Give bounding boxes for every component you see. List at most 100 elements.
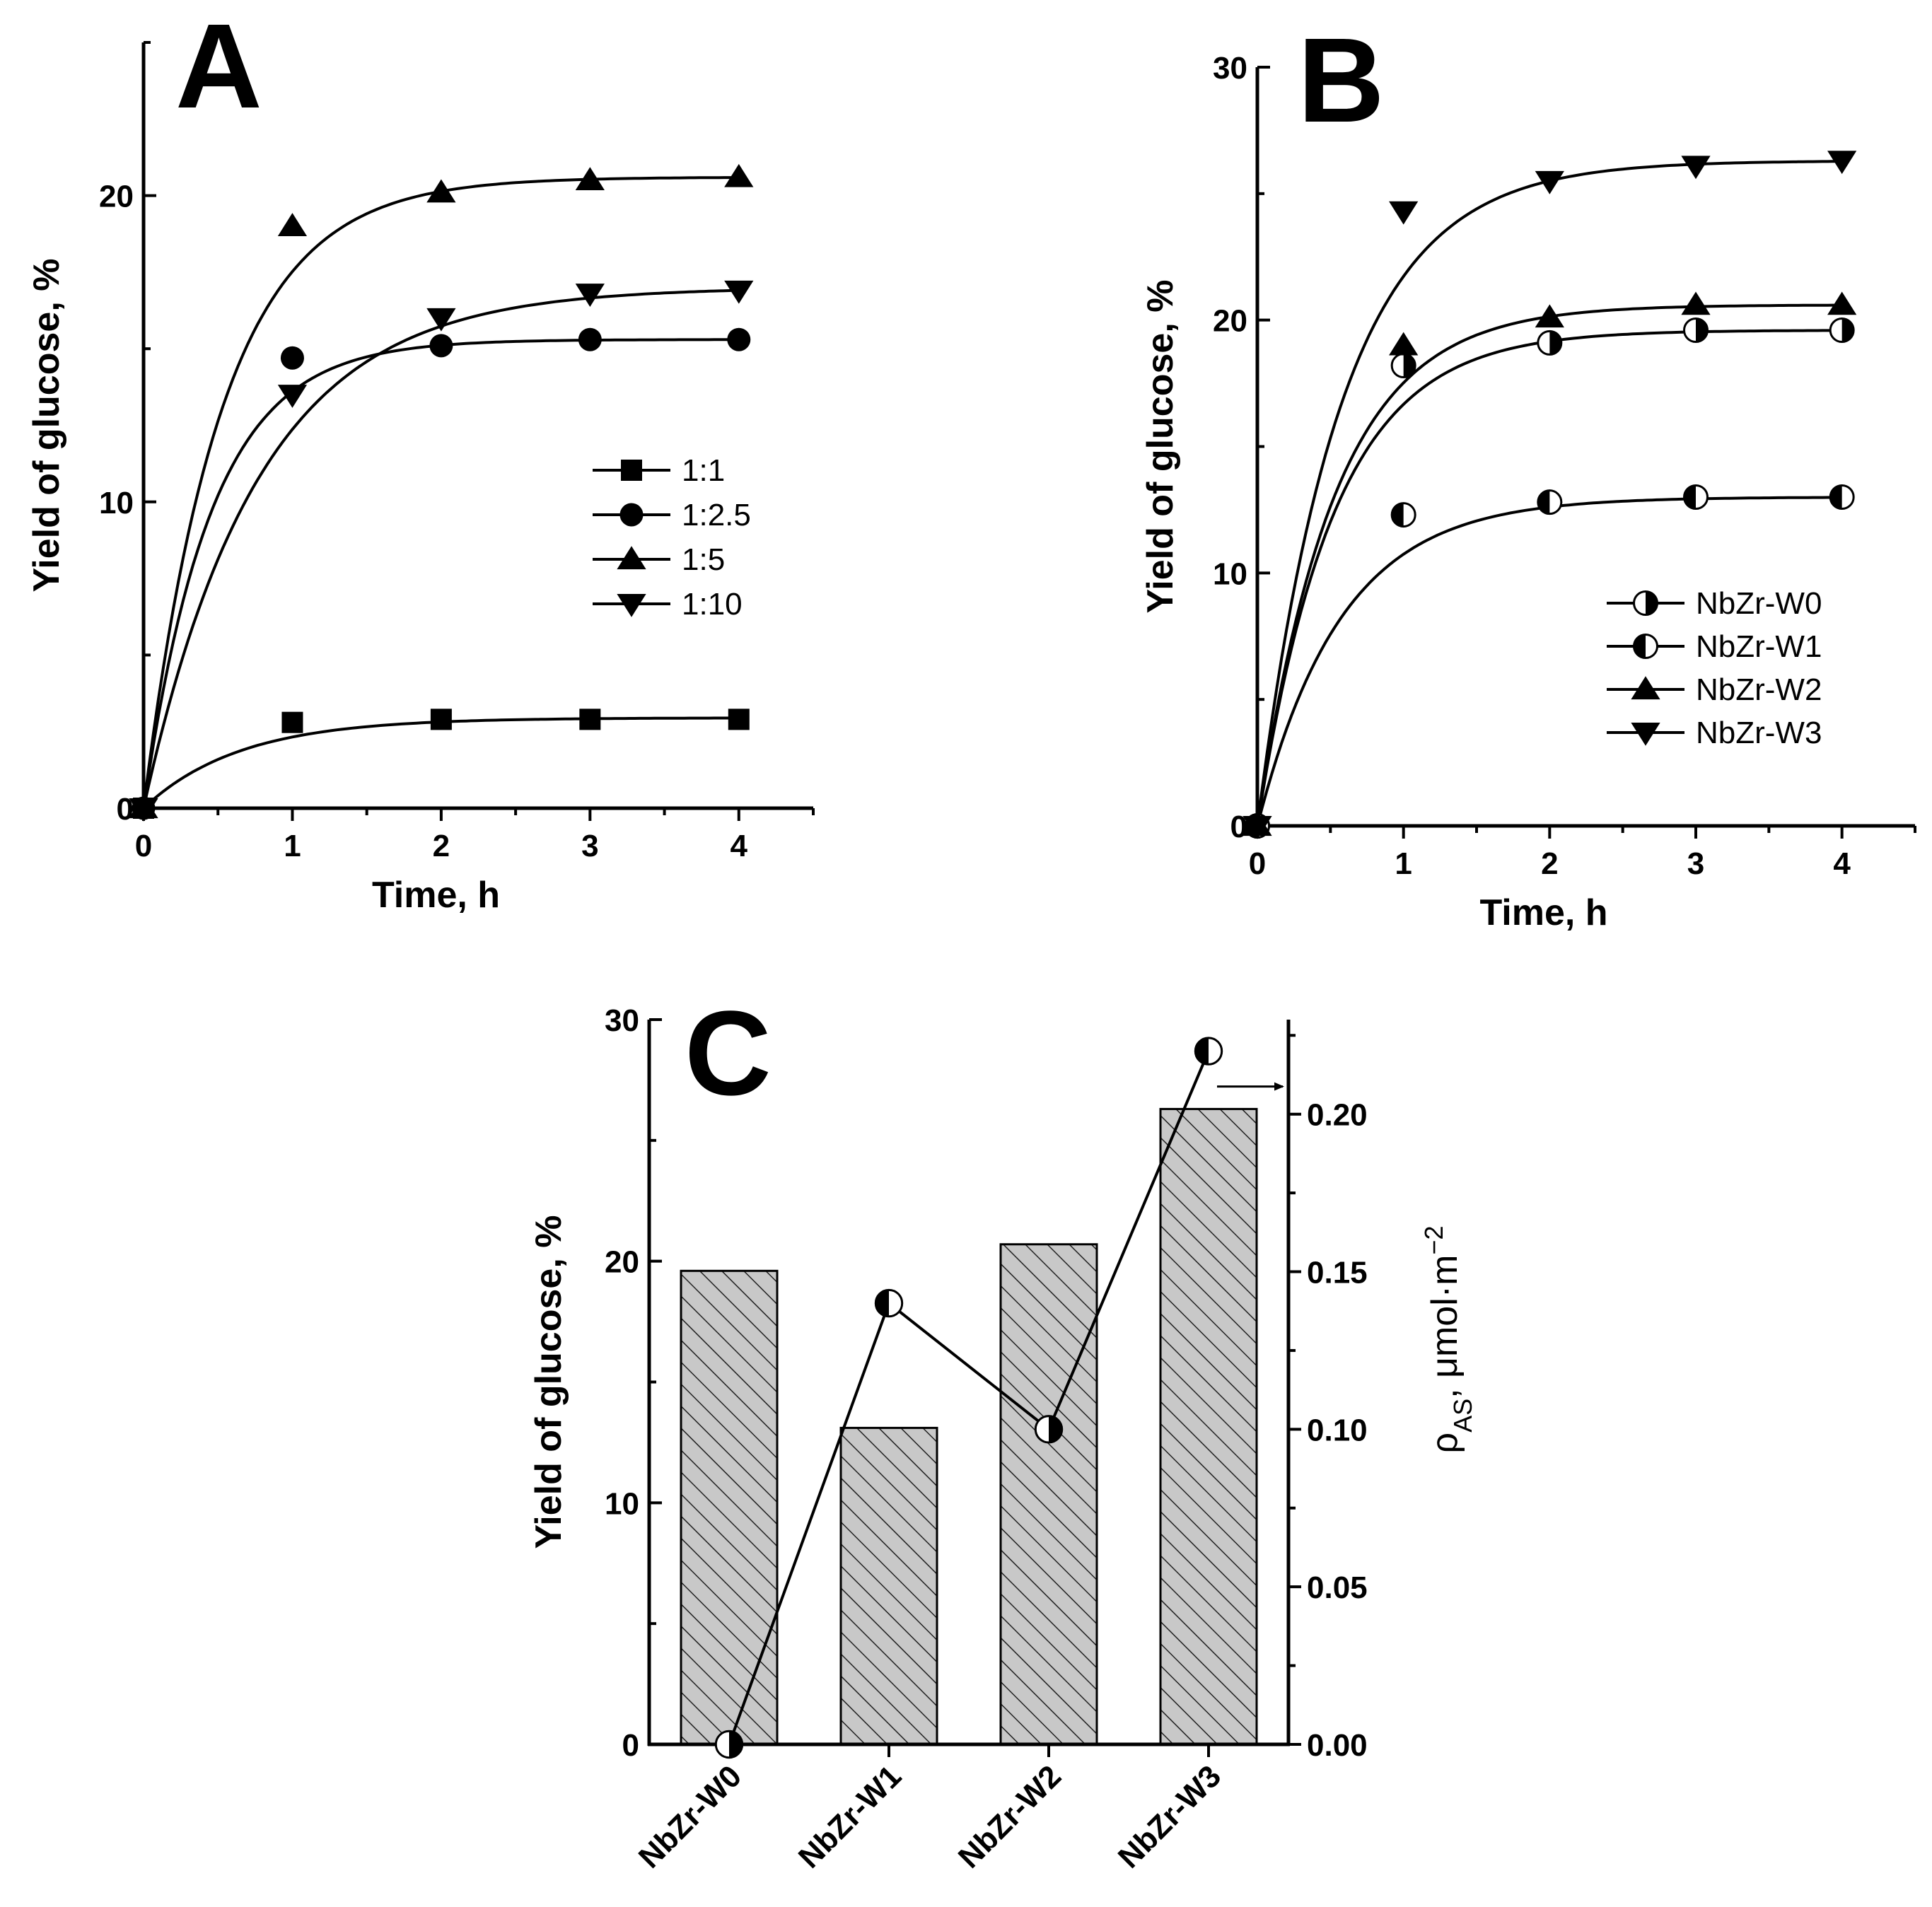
- panel-c-y2-tick-label-3: 0.15: [1307, 1256, 1368, 1290]
- panel-c-y-tick-label-0: 0: [622, 1728, 639, 1763]
- panel-b-y-tick-label-3: 30: [1213, 51, 1247, 86]
- panel-b-point-s0-3-fill: [1696, 318, 1708, 342]
- panel-c-rho-point-3: [1194, 1037, 1223, 1066]
- panel-b-point-s3-4: [1827, 151, 1857, 175]
- panel-b-chart: 0 10 20 30 0 1 2 3 4 Time, h Yield of glucose, % B N…: [1140, 13, 1916, 933]
- panel-b-point-s0-2: [1537, 330, 1563, 356]
- panel-a-fit-line-0: [142, 716, 739, 810]
- panel-c-category-label-3: NbZr-W3: [1112, 1759, 1228, 1874]
- panel-b-legend-marker-0: [1633, 590, 1658, 616]
- panel-c-y2-tick-label-0: 0.00: [1307, 1728, 1368, 1763]
- panel-c-y2-axis-title-part-0: ρ: [1424, 1433, 1465, 1454]
- panel-c-bar-0: [680, 1269, 779, 1746]
- panel-a-point-s3-0: [129, 798, 158, 822]
- panel-c-rho-point-2: [1034, 1415, 1064, 1444]
- panel-b-point-s3-0: [1243, 815, 1272, 839]
- panel-a-x-tick-label-2: 2: [433, 829, 450, 863]
- panel-b-point-s0-1-fill: [1403, 354, 1416, 378]
- panel-b-point-s3-1: [1389, 201, 1419, 225]
- panel-a-y-tick-label-0: 0: [117, 792, 134, 827]
- panel-a-x-tick-label-1: 1: [284, 829, 301, 863]
- panel-b-point-s2-2: [1535, 304, 1564, 328]
- panel-a-point-s3-1: [277, 385, 308, 408]
- panel-a-x-axis-title: Time, h: [372, 875, 500, 916]
- panel-c-rho-point-1-fill: [875, 1290, 889, 1317]
- panel-a-legend-label-2: 1:5: [682, 542, 725, 577]
- panel-b-point-s2-4: [1827, 291, 1857, 315]
- panel-b-legend-marker-2: [1631, 676, 1660, 700]
- panel-b-legend-label-0: NbZr-W0: [1696, 586, 1822, 621]
- panel-c-category-label-0: NbZr-W0: [632, 1759, 748, 1874]
- panel-b-legend-label-3: NbZr-W3: [1696, 716, 1822, 750]
- panel-a-x-tick-label-3: 3: [581, 829, 598, 863]
- panel-b-point-s0-1: [1390, 353, 1416, 379]
- panel-a-legend-marker-3: [617, 593, 646, 617]
- panel-c-bar-3: [1159, 1107, 1258, 1746]
- panel-a-point-s0-3: [579, 708, 601, 730]
- panel-a-point-s1-3: [578, 327, 602, 351]
- panel-b-point-s1-4: [1829, 484, 1855, 511]
- panel-b-point-s3-3: [1681, 156, 1711, 180]
- panel-a-point-s2-4: [724, 163, 754, 187]
- panel-a-legend-marker-2: [617, 546, 646, 570]
- panel-c-y-tick-label-1: 10: [605, 1486, 639, 1521]
- panel-a-legend-marker-0: [621, 460, 642, 481]
- panel-a-point-s3-3: [575, 284, 605, 307]
- panel-b-legend-marker-0-fill: [1646, 591, 1658, 615]
- panel-b-legend-label-2: NbZr-W2: [1696, 672, 1822, 707]
- panel-a-fit-line-1: [142, 338, 739, 809]
- panel-c-y-axis-title: Yield of glucose, %: [528, 1215, 569, 1549]
- panel-b-x-axis-title: Time, h: [1479, 892, 1607, 933]
- panel-b-y-tick-label-0: 0: [1230, 810, 1247, 844]
- panel-b-legend-label-1: NbZr-W1: [1696, 629, 1822, 664]
- panel-a-y-tick-label-2: 20: [99, 180, 134, 214]
- panel-b-legend-marker-3: [1631, 722, 1660, 746]
- panel-c-y2-tick-label-1: 0.05: [1307, 1570, 1368, 1605]
- panel-a-legend-label-1: 1:2.5: [682, 498, 751, 532]
- panel-c-y2-axis-title-part-1: AS: [1448, 1399, 1477, 1433]
- panel-b-legend-marker-1: [1633, 634, 1658, 659]
- panel-c-chart: 0 10 20 30 0.00 0.05 0.10 0.15 0.20 NbZr-W0 NbZr-W…: [528, 986, 1477, 1875]
- panel-c-y2-axis-title-part-3: −2: [1419, 1226, 1448, 1255]
- panel-a-legend-label-3: 1:10: [682, 587, 743, 622]
- panel-b-point-s1-3-fill: [1684, 485, 1696, 509]
- panel-a-fit-line-3: [142, 288, 739, 809]
- panel-c-rho-point-0: [714, 1730, 744, 1759]
- panel-c-rho-line: [728, 1050, 1210, 1745]
- panel-b-point-s1-1-fill: [1392, 503, 1404, 527]
- panel-b-point-s2-3: [1681, 291, 1711, 315]
- panel-a-point-s1-4: [727, 327, 751, 351]
- panel-a-legend-label-0: 1:1: [682, 453, 725, 488]
- panel-a-legend-marker-1: [619, 503, 644, 527]
- panel-b-x-tick-label-4: 4: [1833, 846, 1851, 881]
- panel-a-point-s2-2: [426, 179, 456, 203]
- panel-a-point-s3-4: [724, 280, 754, 304]
- panel-c-bar-2: [999, 1243, 1098, 1746]
- panel-b-point-s3-2: [1535, 170, 1564, 194]
- panel-c-y2-axis-title: ρAS, μmol·m−2: [1419, 1226, 1477, 1454]
- panel-b-x-tick-label-2: 2: [1541, 846, 1558, 881]
- panel-a-chart: 0 10 20 0 1 2 3 4 Time, h Yield of glucose, % A 1:1…: [26, 0, 815, 916]
- panel-b-point-s1-1: [1390, 502, 1416, 528]
- panel-a-point-s1-1: [280, 346, 304, 370]
- panel-a-x-tick-label-0: 0: [135, 829, 152, 863]
- panel-b-x-tick-label-3: 3: [1687, 846, 1704, 881]
- panel-c-category-label-1: NbZr-W1: [792, 1759, 908, 1874]
- panel-a-point-s0-2: [430, 708, 452, 730]
- panel-c-y2-tick-label-2: 0.10: [1307, 1413, 1368, 1447]
- panel-b-y-axis-title: Yield of glucose, %: [1140, 280, 1181, 614]
- panel-b-point-s1-4-fill: [1830, 485, 1842, 509]
- panel-b-x-tick-label-1: 1: [1395, 846, 1412, 881]
- panel-c-y-tick-label-2: 20: [605, 1245, 639, 1280]
- panel-a-y-tick-label-1: 10: [99, 486, 134, 520]
- panel-b-point-s0-2-fill: [1549, 331, 1561, 355]
- panel-a-point-s3-2: [426, 308, 456, 332]
- panel-c-y2-axis-title-part-2: , μmol·m: [1424, 1255, 1465, 1399]
- panel-a-point-s2-3: [575, 167, 605, 191]
- panel-a-point-s0-1: [281, 711, 303, 733]
- panel-b-y-tick-label-2: 20: [1213, 304, 1247, 339]
- panel-c-rho-point-3-fill: [1195, 1037, 1209, 1065]
- panel-b-point-s2-1: [1389, 332, 1419, 356]
- panel-a-x-tick-label-4: 4: [731, 829, 748, 863]
